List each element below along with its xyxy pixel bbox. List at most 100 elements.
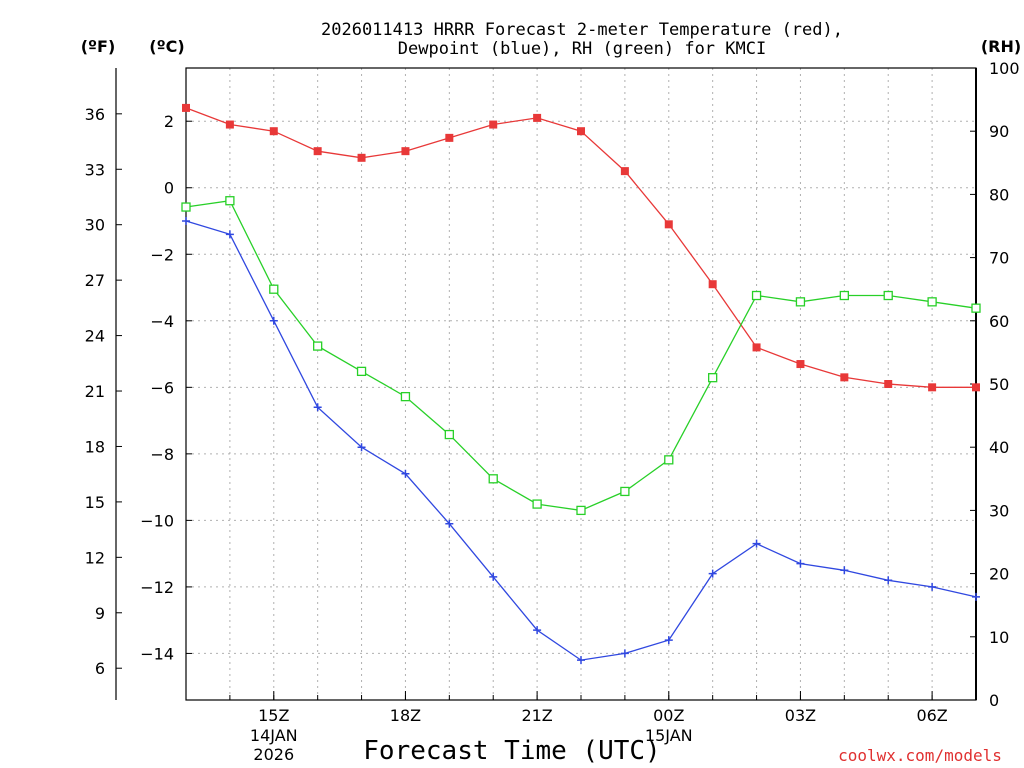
- chart-title-line1: 2026011413 HRRR Forecast 2-meter Tempera…: [321, 20, 843, 40]
- rh-point: [181, 202, 191, 212]
- temperature-point: [401, 147, 410, 156]
- rh-point: [269, 284, 279, 294]
- rh-tick-label: 70: [989, 249, 1009, 268]
- rh-point: [839, 290, 849, 301]
- temperature-point: [928, 383, 937, 392]
- celsius-tick-label: 0: [164, 179, 174, 198]
- rh-point: [883, 290, 893, 301]
- temperature-point: [620, 167, 629, 176]
- dewpoint-point: [796, 559, 805, 568]
- rh-point: [795, 297, 806, 307]
- dewpoint-point: [225, 230, 234, 239]
- fahrenheit-tick-label: 30: [85, 216, 105, 235]
- dewpoint-point: [577, 656, 585, 665]
- dewpoint-point: [401, 469, 410, 478]
- dewpoint-point: [664, 636, 673, 645]
- temperature-point: [796, 360, 805, 369]
- rh-point: [664, 455, 674, 465]
- celsius-tick-label: 2: [164, 112, 174, 131]
- time-tick-label: 00Z: [653, 706, 684, 725]
- dewpoint-point: [884, 576, 893, 585]
- celsius-tick-label: −4: [150, 312, 174, 331]
- fahrenheit-tick-label: 18: [85, 437, 105, 456]
- temperature-point: [225, 120, 234, 129]
- dewpoint-point: [620, 649, 629, 658]
- dewpoint-point: [533, 626, 542, 635]
- time-date-label: 14JAN: [250, 726, 298, 745]
- time-tick-label: 06Z: [916, 706, 947, 725]
- temperature-point: [884, 380, 893, 388]
- fahrenheit-tick-label: 24: [85, 327, 105, 346]
- time-tick-label: 03Z: [785, 706, 816, 725]
- unit-label-celsius: (ºC): [149, 37, 184, 56]
- temperature-point: [445, 133, 454, 142]
- dewpoint-point: [445, 519, 454, 528]
- time-tick-label: 15Z: [258, 706, 289, 725]
- rh-tick-label: 50: [989, 375, 1009, 394]
- temperature-point: [840, 373, 849, 382]
- celsius-tick-label: −12: [140, 578, 174, 597]
- dewpoint-point: [489, 572, 498, 581]
- rh-point: [927, 297, 937, 307]
- celsius-tick-label: −2: [150, 245, 174, 264]
- fahrenheit-tick-label: 21: [85, 382, 105, 401]
- unit-label-fahrenheit: (ºF): [81, 37, 116, 56]
- rh-tick-label: 30: [989, 501, 1009, 520]
- chart-title-line2: Dewpoint (blue), RH (green) for KMCI: [398, 39, 766, 59]
- rh-tick-label: 60: [989, 312, 1009, 331]
- dewpoint-point: [708, 569, 717, 578]
- time-tick-label: 18Z: [390, 706, 421, 725]
- dewpoint-point: [928, 582, 937, 591]
- dewpoint-point: [357, 443, 366, 452]
- time-tick-label: 21Z: [521, 706, 552, 725]
- rh-point: [708, 373, 718, 383]
- fahrenheit-tick-label: 15: [85, 493, 105, 512]
- rh-point: [225, 196, 235, 206]
- celsius-tick-label: −10: [140, 511, 174, 530]
- celsius-tick-label: −14: [140, 644, 174, 663]
- rh-point: [751, 290, 762, 301]
- fahrenheit-tick-label: 9: [95, 604, 105, 623]
- rh-point: [488, 474, 498, 484]
- temperature-point: [752, 343, 761, 352]
- rh-tick-label: 90: [989, 122, 1009, 141]
- rh-point: [444, 429, 454, 440]
- temperature-point: [357, 153, 366, 162]
- celsius-tick-label: −8: [150, 445, 174, 464]
- temperature-point: [708, 280, 717, 289]
- temperature-point: [972, 383, 980, 392]
- rh-point: [532, 499, 542, 509]
- dewpoint-point: [840, 566, 849, 575]
- rh-point: [576, 505, 586, 516]
- credit-text: coolwx.com/models: [838, 746, 1002, 765]
- temperature-point: [313, 147, 322, 156]
- unit-label-rh: (RH): [981, 37, 1021, 56]
- temperature-point: [664, 220, 673, 229]
- x-axis-title: Forecast Time (UTC): [363, 736, 660, 766]
- dewpoint-point: [269, 316, 278, 325]
- rh-tick-label: 10: [989, 628, 1009, 647]
- rh-tick-label: 80: [989, 185, 1009, 204]
- dewpoint-point: [182, 217, 190, 226]
- rh-point: [400, 391, 411, 402]
- celsius-tick-label: −6: [150, 378, 174, 397]
- temperature-point: [269, 127, 278, 136]
- fahrenheit-axis: 36 33 30 27 24 21 18 15 12 9 6: [85, 105, 122, 678]
- dewpoint-point: [972, 592, 980, 601]
- celsius-axis: 2 0 −2 −4 −6 −8 −10 −12 −14: [140, 112, 192, 663]
- rh-point: [356, 366, 367, 377]
- fahrenheit-tick-label: 33: [85, 160, 105, 179]
- fahrenheit-tick-label: 27: [85, 271, 105, 290]
- temperature-point: [533, 113, 542, 122]
- temperature-point: [182, 103, 190, 112]
- rh-tick-label: 40: [989, 438, 1009, 457]
- temperature-point: [577, 127, 585, 136]
- fahrenheit-tick-label: 6: [95, 659, 105, 678]
- rh-point: [620, 486, 630, 497]
- temperature-point: [489, 120, 498, 129]
- time-year-label: 2026: [253, 745, 294, 764]
- fahrenheit-tick-label: 36: [85, 105, 105, 124]
